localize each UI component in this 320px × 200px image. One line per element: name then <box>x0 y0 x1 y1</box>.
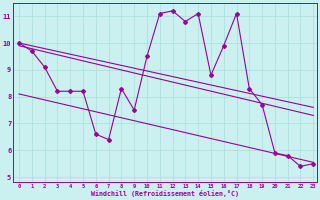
X-axis label: Windchill (Refroidissement éolien,°C): Windchill (Refroidissement éolien,°C) <box>91 190 239 197</box>
